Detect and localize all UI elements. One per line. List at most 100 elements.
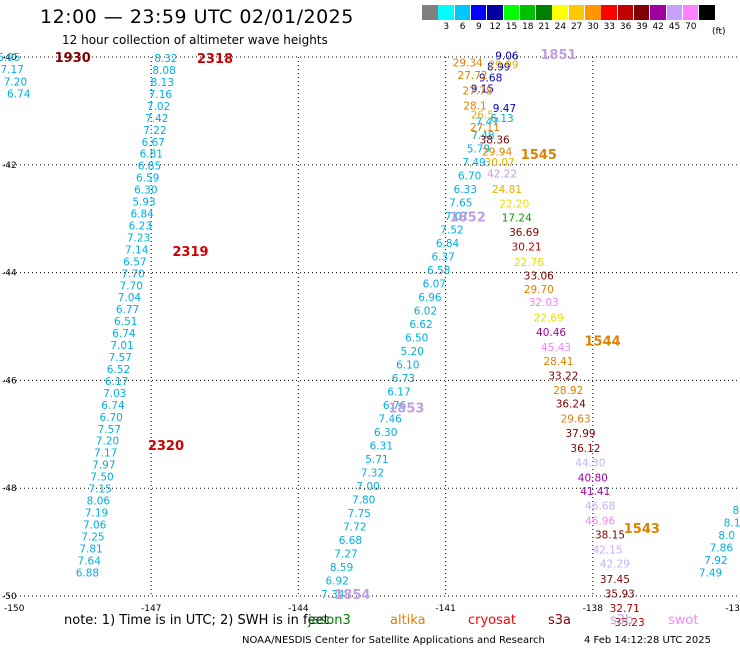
wave-height-value: 7.07 (445, 211, 468, 223)
wave-height-value: 17.24 (502, 213, 532, 225)
longitude-tick-label: -138 (583, 604, 604, 614)
longitude-tick-label: -141 (435, 604, 455, 614)
wave-height-value: 28.1 (463, 101, 486, 113)
wave-height-value: 7.02 (147, 101, 170, 113)
color-scale-label: 24 (554, 22, 567, 32)
wave-height-value: 7.49 (699, 567, 722, 579)
wave-height-value: 37.45 (600, 574, 630, 586)
color-scale-swatch (422, 5, 438, 20)
wave-height-value: 6.52 (107, 364, 130, 376)
wave-height-value: 6.68 (339, 535, 362, 547)
wave-height-value: 7.06 (83, 519, 107, 531)
wave-height-value: 7.03 (103, 388, 126, 400)
wave-height-value: 7.34 (321, 589, 345, 601)
wave-height-value: 5.71 (365, 454, 388, 466)
color-scale-label: 9 (476, 22, 482, 32)
legend-entry-s3b: s3b (610, 613, 634, 628)
color-scale-swatch (617, 5, 634, 20)
wave-height-value: 7.23 (127, 232, 150, 244)
pass-time-label: 1930 (55, 51, 91, 66)
wave-height-value: 9.15 (471, 83, 494, 95)
wave-height-value: 7.16 (149, 89, 173, 101)
wave-height-value: 6.59 (136, 173, 159, 185)
wave-height-value: 44.30 (575, 457, 605, 469)
wave-height-value: 8.06 (87, 496, 111, 508)
color-scale-swatch (552, 5, 568, 20)
color-scale-swatch (536, 5, 552, 20)
color-scale-label: 21 (538, 22, 550, 32)
wave-height-value: 29.94 (482, 146, 512, 158)
color-scale-label: 27 (570, 22, 583, 32)
wave-height-value: 27.11 (470, 122, 500, 134)
wave-height-value: 6.23 (129, 220, 152, 232)
wave-height-value: 38.15 (595, 530, 625, 542)
wave-height-value: 7.97 (92, 460, 115, 472)
color-scale-swatch (470, 5, 487, 20)
longitude-tick-label: -13 (725, 604, 740, 614)
pass-time-label: 1851 (540, 48, 576, 63)
wave-height-value: 7.50 (90, 472, 113, 484)
generated-timestamp: 4 Feb 14:12:28 UTC 2025 (584, 635, 711, 646)
wave-height-value: 46.68 (585, 500, 615, 512)
wave-height-value: 7.17 (0, 64, 23, 76)
pass-time-label: 1543 (624, 522, 660, 537)
wave-height-value: 6.02 (414, 306, 437, 318)
wave-height-value: 8.32 (154, 53, 177, 65)
wave-height-value: 7.15 (88, 484, 111, 496)
wave-height-value: 7.86 (710, 542, 734, 554)
wave-height-value: 37.99 (566, 428, 596, 440)
wave-height-value: 5.20 (401, 346, 424, 358)
wave-height-value: 6.13 (490, 113, 513, 125)
wave-height-value: 6.07 (423, 279, 446, 291)
pass-time-label: 2320 (148, 439, 184, 454)
wave-height-value: 6.96 (418, 292, 442, 304)
wave-height-value: 7.72 (343, 521, 366, 533)
wave-height-value: 7.46 (378, 413, 402, 425)
wave-height-value: 7.20 (4, 76, 27, 88)
map-subtitle: 12 hour collection of altimeter wave hei… (62, 33, 328, 47)
wave-height-value: 7.57 (98, 424, 121, 436)
wave-height-value: 6.74 (112, 328, 136, 340)
color-scale-swatch (633, 5, 650, 20)
color-scale-label: 3 (443, 22, 450, 32)
credit-line: NOAA/NESDIS Center for Satellite Applica… (242, 635, 545, 646)
wave-height-value: 7.47 (476, 117, 499, 129)
wave-height-value: 6.84 (436, 238, 460, 250)
wave-height-value: 6.58 (427, 265, 450, 277)
wave-height-value: 27.78 (462, 85, 492, 97)
wave-height-value: 29.63 (561, 414, 591, 426)
wave-height-value: 7.20 (96, 436, 119, 448)
pass-time-label: 2319 (172, 245, 208, 260)
wave-height-value: 22.69 (534, 312, 564, 324)
wave-height-value: 6.50 (405, 333, 428, 345)
wave-height-value: 7.75 (348, 508, 371, 520)
wave-height-value: 6.74 (101, 400, 125, 412)
wave-height-value: 35.23 (615, 617, 645, 629)
wave-height-value: 6.30 (134, 185, 157, 197)
longitude-tick-label: -147 (141, 604, 161, 614)
wave-height-value: 6.81 (140, 149, 163, 161)
color-scale-swatch (438, 5, 454, 20)
pass-time-label: 1853 (388, 401, 424, 416)
color-scale-swatch (454, 5, 471, 20)
wave-height-value: 8.13 (151, 77, 174, 89)
wave-height-value: 30.07 (485, 157, 515, 169)
latitude-tick-label: -48 (2, 484, 17, 494)
wave-height-value: 8.99 (487, 61, 510, 73)
color-scale-swatch (519, 5, 536, 20)
color-scale-swatch (487, 5, 503, 20)
color-scale-label: 33 (603, 22, 616, 32)
wave-height-value: 29.70 (524, 284, 554, 296)
wave-height-value: 35.93 (605, 588, 635, 600)
color-scale-swatch (650, 5, 666, 20)
wave-height-value: 5.79 (467, 144, 490, 156)
wave-height-value: 33.22 (548, 371, 578, 383)
wave-height-value: 6.10 (396, 360, 419, 372)
wave-height-value: 7.49 (462, 157, 485, 169)
legend-entry-jason3: jason3 (308, 613, 351, 628)
wave-height-value: 42.15 (592, 545, 622, 557)
wave-height-value: 8.08 (152, 65, 175, 77)
wave-height-value: 28.92 (553, 385, 583, 397)
color-scale-swatch (503, 5, 520, 20)
